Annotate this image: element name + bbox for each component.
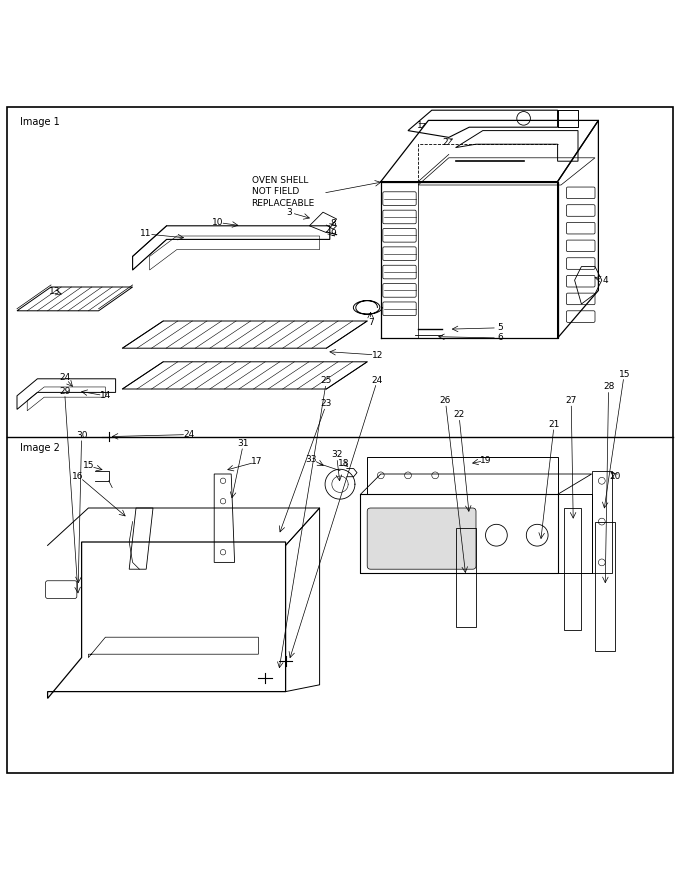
FancyBboxPatch shape <box>383 302 416 316</box>
FancyBboxPatch shape <box>383 247 416 260</box>
Text: 26: 26 <box>440 396 451 405</box>
FancyBboxPatch shape <box>566 293 595 304</box>
Text: 32: 32 <box>331 451 342 459</box>
Text: 28: 28 <box>603 383 614 392</box>
Text: 21: 21 <box>549 420 560 429</box>
Text: 2: 2 <box>443 137 448 147</box>
Text: 27: 27 <box>566 396 577 405</box>
Text: 23: 23 <box>321 400 332 408</box>
Text: 15: 15 <box>619 370 630 378</box>
FancyBboxPatch shape <box>566 311 595 322</box>
FancyBboxPatch shape <box>383 192 416 205</box>
Text: 4: 4 <box>602 275 608 285</box>
Text: 15: 15 <box>83 461 94 470</box>
Text: 11: 11 <box>141 230 152 238</box>
Text: 30: 30 <box>76 430 87 440</box>
Text: 1: 1 <box>418 121 423 130</box>
Text: 14: 14 <box>100 392 111 400</box>
Text: 12: 12 <box>372 350 383 360</box>
Text: 22: 22 <box>454 410 464 420</box>
Text: 25: 25 <box>321 377 332 385</box>
FancyBboxPatch shape <box>383 265 416 279</box>
Text: 19: 19 <box>481 456 492 465</box>
Text: 24: 24 <box>372 376 383 385</box>
FancyBboxPatch shape <box>566 205 595 216</box>
Text: 5: 5 <box>497 323 503 333</box>
Text: OVEN SHELL
NOT FIELD
REPLACEABLE: OVEN SHELL NOT FIELD REPLACEABLE <box>252 175 315 208</box>
FancyBboxPatch shape <box>566 240 595 252</box>
FancyBboxPatch shape <box>383 229 416 242</box>
Text: 13: 13 <box>49 287 60 297</box>
FancyBboxPatch shape <box>566 223 595 234</box>
Text: 3: 3 <box>286 208 292 216</box>
FancyBboxPatch shape <box>367 508 476 569</box>
Text: 7: 7 <box>368 318 373 326</box>
Text: 29: 29 <box>59 386 70 395</box>
Text: 20: 20 <box>610 472 621 480</box>
FancyBboxPatch shape <box>383 283 416 297</box>
Text: 16: 16 <box>73 472 84 480</box>
Text: 17: 17 <box>252 458 262 466</box>
Text: 31: 31 <box>238 439 249 448</box>
FancyBboxPatch shape <box>383 210 416 224</box>
FancyBboxPatch shape <box>566 187 595 199</box>
Text: 6: 6 <box>497 334 503 342</box>
FancyBboxPatch shape <box>566 275 595 287</box>
Text: Image 2: Image 2 <box>20 444 61 453</box>
Text: 33: 33 <box>306 455 317 464</box>
FancyBboxPatch shape <box>566 258 595 269</box>
Text: 9: 9 <box>330 230 336 238</box>
Text: 24: 24 <box>59 373 70 382</box>
Text: 24: 24 <box>184 430 194 439</box>
Text: 18: 18 <box>338 458 349 467</box>
Text: 10: 10 <box>212 218 223 227</box>
Text: 8: 8 <box>330 219 336 228</box>
Text: Image 1: Image 1 <box>20 117 60 127</box>
FancyBboxPatch shape <box>46 581 77 598</box>
